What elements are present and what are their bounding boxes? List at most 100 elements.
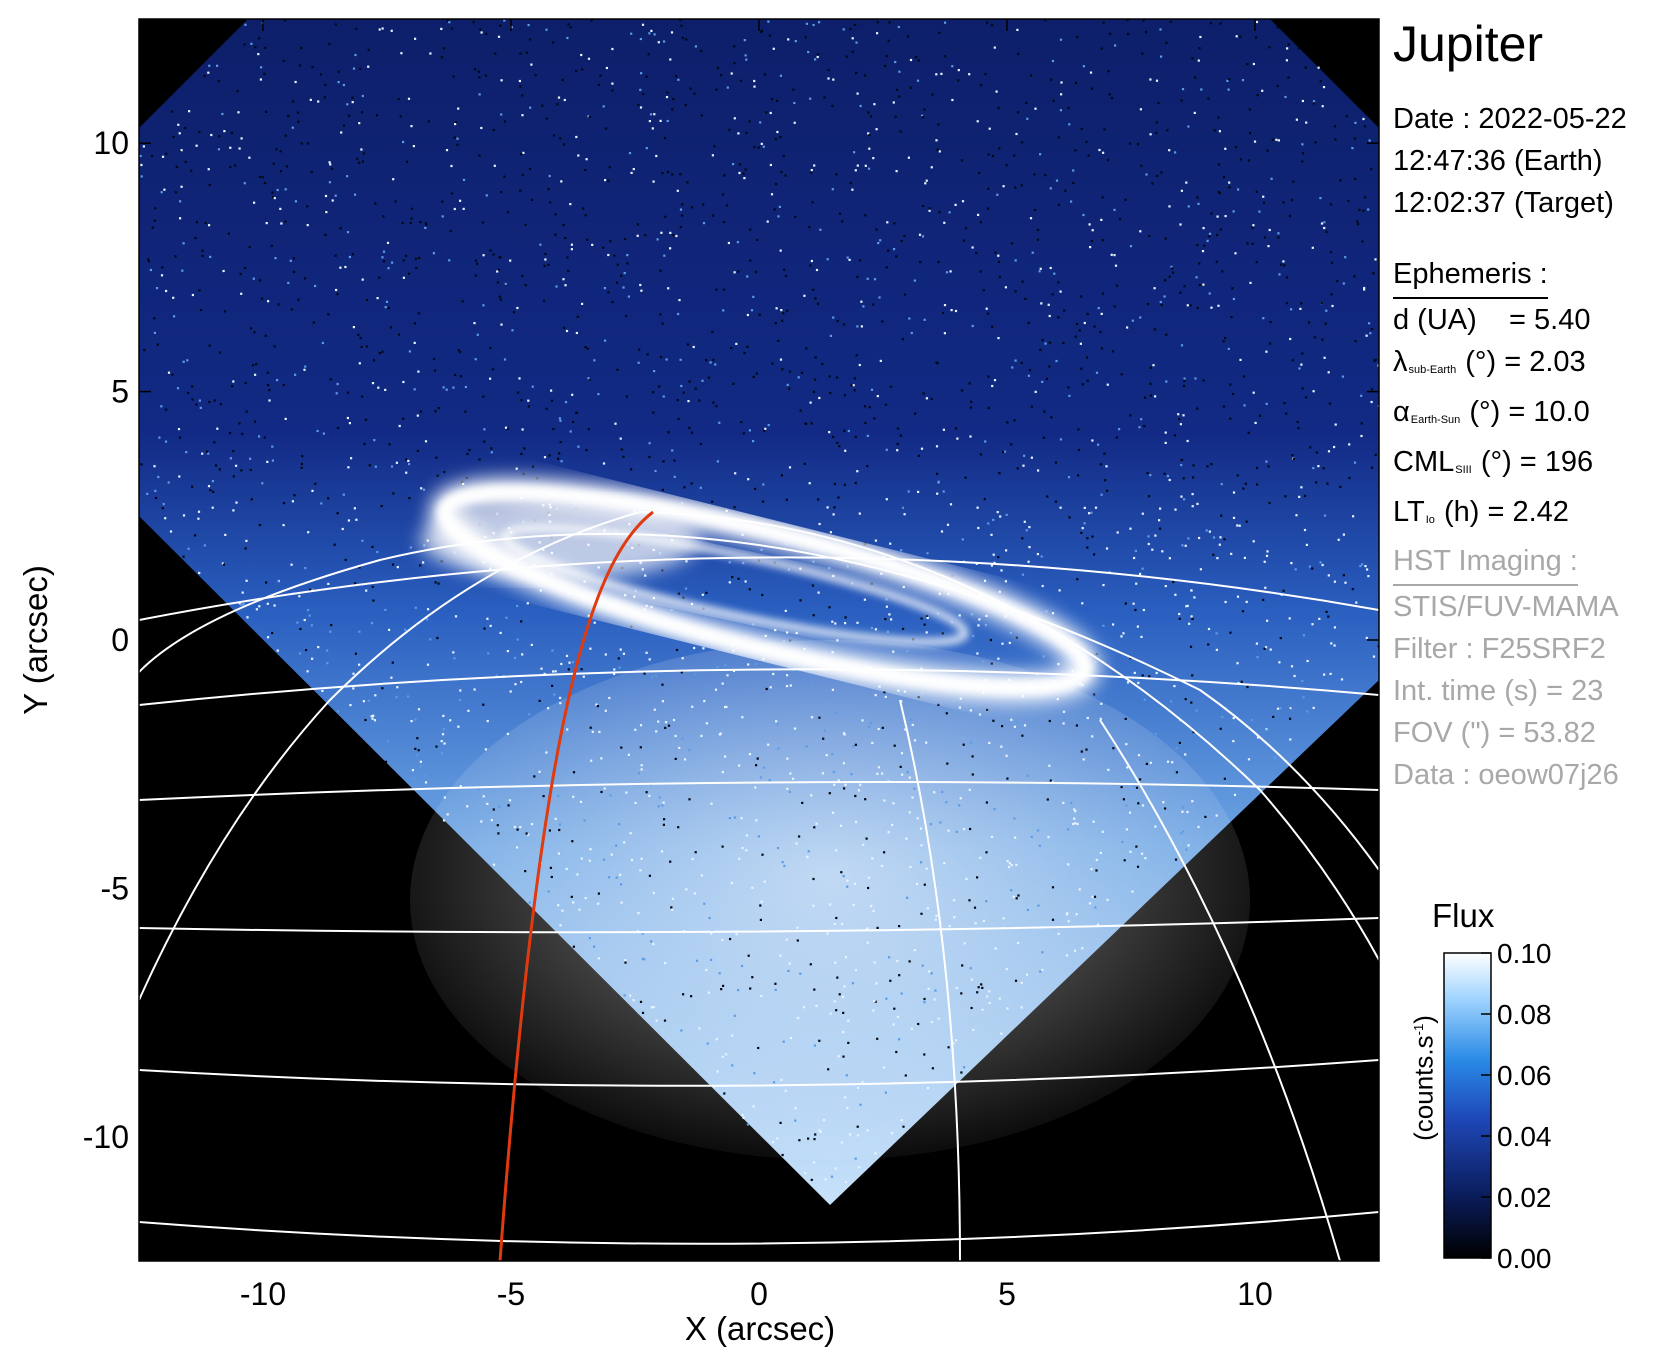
noise-pixel [1327,371,1330,374]
noise-pixel [1024,297,1027,300]
noise-pixel [333,543,336,546]
noise-pixel [1153,287,1156,290]
noise-pixel [572,771,576,774]
noise-pixel [1068,394,1071,397]
noise-pixel [749,228,752,231]
noise-pixel [1329,251,1332,254]
noise-pixel [1190,615,1193,618]
noise-pixel [661,850,664,853]
noise-pixel [650,1006,653,1009]
noise-pixel [1054,461,1057,464]
noise-pixel [191,485,194,488]
noise-pixel [1372,272,1375,275]
noise-pixel [829,1012,832,1015]
noise-pixel [753,1072,756,1075]
noise-pixel [760,548,763,551]
noise-pixel [949,270,952,273]
noise-pixel [1014,290,1017,293]
noise-pixel [1141,567,1144,570]
noise-pixel [160,405,163,408]
noise-pixel [703,700,706,703]
noise-pixel [235,464,238,467]
noise-pixel [545,117,548,120]
noise-pixel [634,801,637,805]
noise-pixel [741,1114,744,1117]
noise-pixel [770,193,774,196]
noise-pixel [1268,342,1272,345]
noise-pixel [610,853,613,856]
noise-pixel [211,480,214,483]
noise-pixel [693,646,696,650]
noise-pixel [474,358,477,361]
noise-pixel [514,683,517,686]
photon-noise [139,19,1379,1184]
noise-pixel [776,99,779,102]
noise-pixel [661,488,664,491]
noise-pixel [940,72,943,75]
noise-pixel [656,238,659,241]
noise-pixel [799,972,802,975]
noise-pixel [920,447,924,450]
noise-pixel [1095,371,1099,374]
noise-pixel [866,434,869,437]
noise-pixel [1080,295,1083,298]
noise-pixel [1303,528,1307,532]
noise-pixel [938,211,941,214]
noise-pixel [1216,233,1219,237]
noise-pixel [1196,196,1199,199]
noise-pixel [540,667,543,670]
noise-pixel [1126,326,1129,329]
noise-pixel [489,377,492,380]
noise-pixel [1151,182,1154,185]
noise-pixel [746,313,749,317]
noise-pixel [1182,414,1185,417]
noise-pixel [1125,804,1128,807]
noise-pixel [195,144,198,147]
noise-pixel [987,522,990,525]
noise-pixel [1241,610,1245,613]
noise-pixel [441,200,444,203]
noise-pixel [632,999,635,1002]
noise-pixel [1137,681,1140,684]
noise-pixel [712,358,715,361]
noise-pixel [1301,143,1304,146]
noise-pixel [575,135,578,139]
noise-pixel [853,151,856,154]
noise-pixel [417,370,420,373]
noise-pixel [857,1086,860,1089]
noise-pixel [452,75,455,78]
noise-pixel [524,223,527,226]
noise-pixel [434,581,437,584]
noise-pixel [558,452,561,455]
noise-pixel [435,745,438,748]
noise-pixel [690,206,693,209]
noise-pixel [457,107,460,110]
noise-pixel [1323,221,1326,224]
noise-pixel [1015,897,1018,900]
noise-pixel [454,615,458,618]
noise-pixel [902,506,905,509]
noise-pixel [1195,709,1198,712]
noise-pixel [694,673,697,676]
noise-pixel [684,104,687,107]
noise-pixel [937,261,940,264]
auroral-oval [420,477,1101,703]
noise-pixel [464,410,467,413]
noise-pixel [805,347,808,350]
noise-pixel [309,98,312,101]
noise-pixel [896,1015,899,1018]
noise-pixel [407,695,410,698]
noise-pixel [331,199,334,202]
noise-pixel [721,193,725,196]
noise-pixel [1287,76,1290,79]
noise-pixel [1166,760,1170,763]
noise-pixel [900,1119,903,1122]
observation-info: Date : 2022-05-22 12:47:36 (Earth) 12:02… [1393,98,1627,224]
noise-pixel [885,266,888,269]
noise-pixel [954,427,957,430]
noise-pixel [381,27,384,30]
noise-pixel [853,377,856,380]
noise-pixel [272,196,275,199]
noise-pixel [1171,761,1174,764]
noise-pixel [1091,535,1094,538]
